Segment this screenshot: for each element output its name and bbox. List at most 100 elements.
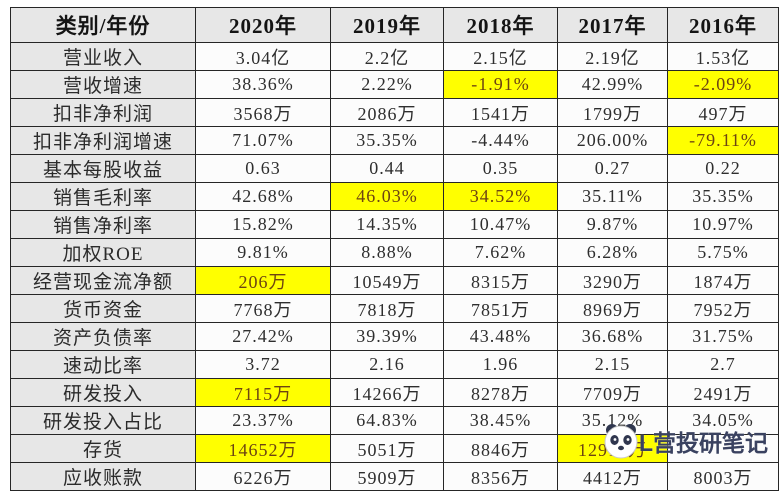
table-row: 应收账款 6226万 5909万 8356万 4412万 8003万 <box>10 462 779 491</box>
value-cell: 8315万 <box>443 266 558 295</box>
row-label: 速动比率 <box>10 350 196 379</box>
value-cell: 71.07% <box>195 126 331 155</box>
table-row: 速动比率 3.72 2.16 1.96 2.15 2.7 <box>10 350 779 379</box>
financial-metrics-table: 类别/年份 2020年 2019年 2018年 2017年 2016年 营业收入 3.04亿… <box>10 7 779 491</box>
table-header-row: 类别/年份 2020年 2019年 2018年 2017年 2016年 <box>10 7 779 43</box>
row-label: 营收增速 <box>10 70 196 99</box>
value-cell: 7115万 <box>195 378 331 407</box>
value-cell: 206.00% <box>557 126 668 155</box>
value-cell: 1.53亿 <box>667 42 779 71</box>
value-cell: 38.36% <box>195 70 331 99</box>
value-cell: 2491万 <box>667 378 779 407</box>
value-cell: 7818万 <box>330 294 444 323</box>
table-row: 存货 14652万 5051万 8846万 12913万 <box>10 434 779 463</box>
row-label: 研发投入 <box>10 378 196 407</box>
value-cell: 5051万 <box>330 434 444 463</box>
row-label: 扣非净利润 <box>10 98 196 127</box>
table-row: 加权ROE 9.81% 8.88% 7.62% 6.28% 5.75% <box>10 238 779 267</box>
value-cell: -1.91% <box>443 70 558 99</box>
value-cell: 5.75% <box>667 238 779 267</box>
value-cell: 42.68% <box>195 182 331 211</box>
value-cell: 3290万 <box>557 266 668 295</box>
row-label: 货币资金 <box>10 294 196 323</box>
year-header-cell: 2018年 <box>443 7 558 43</box>
value-cell: 2.15亿 <box>443 42 558 71</box>
value-cell: 206万 <box>195 266 331 295</box>
value-cell: 497万 <box>667 98 779 127</box>
value-cell: 2.7 <box>667 350 779 379</box>
value-cell: 8278万 <box>443 378 558 407</box>
value-cell: 9.87% <box>557 210 668 239</box>
year-header-cell: 2020年 <box>195 7 331 43</box>
value-cell: -79.11% <box>667 126 779 155</box>
value-cell: 34.05% <box>667 406 779 435</box>
value-cell: 10.47% <box>443 210 558 239</box>
table-row: 销售净利率 15.82% 14.35% 10.47% 9.87% 10.97% <box>10 210 779 239</box>
value-cell: 31.75% <box>667 322 779 351</box>
value-cell: 8.88% <box>330 238 444 267</box>
table-row: 货币资金 7768万 7818万 7851万 8969万 7952万 <box>10 294 779 323</box>
table-row: 营业收入 3.04亿 2.2亿 2.15亿 2.19亿 1.53亿 <box>10 42 779 71</box>
value-cell: 2.19亿 <box>557 42 668 71</box>
table-body: 营业收入 3.04亿 2.2亿 2.15亿 2.19亿 1.53亿 营收增速 38.36% 2.… <box>10 42 779 491</box>
value-cell: 35.35% <box>330 126 444 155</box>
value-cell: -2.09% <box>667 70 779 99</box>
table-row: 扣非净利润增速 71.07% 35.35% -4.44% 206.00% -79.11% <box>10 126 779 155</box>
value-cell: 0.63 <box>195 154 331 183</box>
value-cell: 8846万 <box>443 434 558 463</box>
table-row: 基本每股收益 0.63 0.44 0.35 0.27 0.22 <box>10 154 779 183</box>
year-header-cell: 2016年 <box>667 7 779 43</box>
row-label: 销售毛利率 <box>10 182 196 211</box>
value-cell: 0.44 <box>330 154 444 183</box>
row-label: 加权ROE <box>10 238 196 267</box>
table-row: 营收增速 38.36% 2.22% -1.91% 42.99% -2.09% <box>10 70 779 99</box>
value-cell: 1.96 <box>443 350 558 379</box>
value-cell: 1541万 <box>443 98 558 127</box>
value-cell: 7768万 <box>195 294 331 323</box>
corner-header-cell: 类别/年份 <box>10 7 196 43</box>
value-cell: 10.97% <box>667 210 779 239</box>
value-cell: 1799万 <box>557 98 668 127</box>
value-cell: 35.12% <box>557 406 668 435</box>
row-label: 存货 <box>10 434 196 463</box>
value-cell: 1874万 <box>667 266 779 295</box>
value-cell: 8003万 <box>667 462 779 491</box>
value-cell: 14266万 <box>330 378 444 407</box>
row-label: 营业收入 <box>10 42 196 71</box>
value-cell: 2.2亿 <box>330 42 444 71</box>
value-cell: 36.68% <box>557 322 668 351</box>
row-label: 资产负债率 <box>10 322 196 351</box>
table-row: 研发投入 7115万 14266万 8278万 7709万 2491万 <box>10 378 779 407</box>
value-cell: 35.11% <box>557 182 668 211</box>
row-label: 扣非净利润增速 <box>10 126 196 155</box>
value-cell: 2.22% <box>330 70 444 99</box>
value-cell: 42.99% <box>557 70 668 99</box>
table-row: 销售毛利率 42.68% 46.03% 34.52% 35.11% 35.35% <box>10 182 779 211</box>
value-cell: 64.83% <box>330 406 444 435</box>
value-cell: 4412万 <box>557 462 668 491</box>
value-cell: 38.45% <box>443 406 558 435</box>
value-cell: 8356万 <box>443 462 558 491</box>
value-cell: 2.15 <box>557 350 668 379</box>
value-cell: 2.16 <box>330 350 444 379</box>
value-cell: 6226万 <box>195 462 331 491</box>
value-cell: 7851万 <box>443 294 558 323</box>
value-cell <box>667 434 779 463</box>
value-cell: 0.27 <box>557 154 668 183</box>
table-row: 经营现金流净额 206万 10549万 8315万 3290万 1874万 <box>10 266 779 295</box>
value-cell: 12913万 <box>557 434 668 463</box>
value-cell: 43.48% <box>443 322 558 351</box>
value-cell: 7709万 <box>557 378 668 407</box>
value-cell: 2086万 <box>330 98 444 127</box>
table-row: 研发投入占比 23.37% 64.83% 38.45% 35.12% 34.05% <box>10 406 779 435</box>
year-header-cell: 2017年 <box>557 7 668 43</box>
value-cell: 8969万 <box>557 294 668 323</box>
value-cell: 35.35% <box>667 182 779 211</box>
year-header-cell: 2019年 <box>330 7 444 43</box>
value-cell: 14.35% <box>330 210 444 239</box>
value-cell: 5909万 <box>330 462 444 491</box>
value-cell: 7952万 <box>667 294 779 323</box>
value-cell: 14652万 <box>195 434 331 463</box>
value-cell: 39.39% <box>330 322 444 351</box>
row-label: 经营现金流净额 <box>10 266 196 295</box>
